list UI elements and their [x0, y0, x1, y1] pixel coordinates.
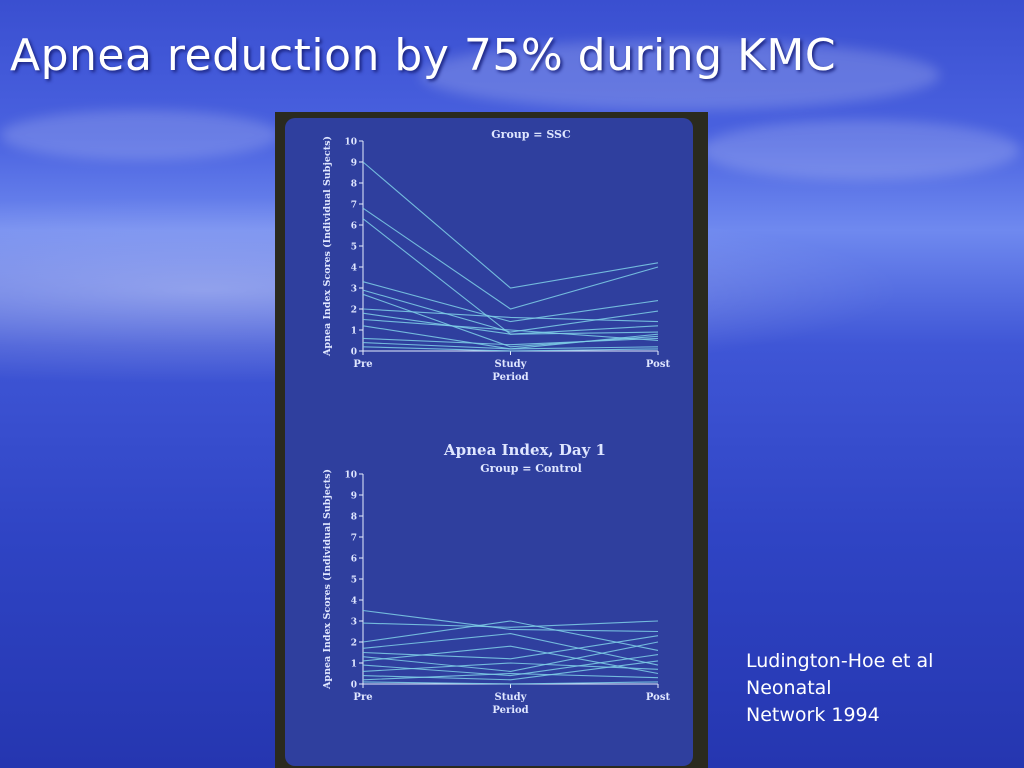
series-line	[362, 289, 659, 333]
series-line	[362, 609, 659, 633]
x-tick-label: Study	[495, 359, 528, 370]
y-axis-label: Apnea Index Scores (Individual Subjects)	[322, 469, 333, 690]
series-line	[362, 645, 659, 675]
y-tick-label: 5	[351, 243, 357, 253]
slide-title: Apnea reduction by 75% during KMC	[10, 30, 837, 81]
series-line	[362, 635, 659, 660]
chart-subtitle: Group = SSC	[491, 128, 571, 141]
x-tick-label: Post	[646, 359, 671, 370]
y-tick-label: 10	[344, 471, 357, 481]
y-tick-label: 3	[351, 285, 357, 295]
y-tick-label: 0	[351, 681, 357, 691]
y-tick-label: 5	[351, 576, 357, 586]
y-tick-label: 1	[351, 327, 357, 337]
series-line	[362, 342, 659, 350]
series-line	[362, 308, 659, 323]
y-tick-label: 6	[351, 555, 357, 565]
x-tick-label: Post	[646, 692, 671, 703]
series-line	[362, 312, 659, 335]
series-line	[362, 207, 659, 310]
y-tick-label: 2	[351, 639, 357, 649]
citation-line: Neonatal	[746, 677, 832, 699]
y-tick-label: 0	[351, 348, 357, 358]
series-line	[362, 641, 659, 672]
x-axis-label: Period	[492, 705, 528, 716]
y-tick-label: 7	[351, 534, 357, 544]
chart-control: Apnea Index, Day 1 Group = Control 0 1 2 3 4 5 6…	[322, 441, 670, 716]
x-axis-label: Period	[492, 372, 528, 383]
series-line	[362, 633, 659, 666]
series-line	[362, 662, 659, 672]
series-line	[362, 281, 659, 323]
y-tick-label: 2	[351, 306, 357, 316]
y-tick-label: 9	[351, 492, 357, 502]
x-tick-label: Pre	[353, 692, 372, 703]
series-line	[362, 318, 659, 342]
y-axis-label: Apnea Index Scores (Individual Subjects)	[322, 136, 333, 357]
series-line	[362, 672, 659, 681]
cloud-decoration	[700, 120, 1020, 180]
y-tick-label: 6	[351, 222, 357, 232]
series-line	[362, 681, 659, 685]
cloud-decoration	[0, 110, 280, 160]
y-tick-label: 8	[351, 180, 357, 190]
y-tick-label: 3	[351, 618, 357, 628]
citation: Ludington-Hoe et al Neonatal Network 199…	[746, 648, 933, 729]
y-tick-label: 8	[351, 513, 357, 523]
x-tick-label: Pre	[353, 359, 372, 370]
chart-subtitle: Group = Control	[480, 462, 582, 475]
series-line	[362, 346, 659, 352]
y-tick-label: 4	[351, 264, 357, 274]
chart-title: Apnea Index, Day 1	[443, 441, 606, 459]
y-tick-label: 7	[351, 201, 357, 211]
citation-line: Ludington-Hoe et al	[746, 650, 934, 672]
series-line	[362, 161, 659, 289]
y-tick-label: 9	[351, 159, 357, 169]
cloud-decoration	[420, 40, 940, 110]
series-line	[362, 620, 659, 628]
y-tick-label: 10	[344, 138, 357, 148]
series-line	[362, 337, 659, 346]
y-tick-label: 1	[351, 660, 357, 670]
x-tick-label: Study	[495, 692, 528, 703]
series-line	[362, 660, 659, 681]
citation-line: Network 1994	[746, 704, 880, 726]
y-tick-label: 4	[351, 597, 357, 607]
series-line	[362, 620, 659, 651]
chart-ssc: Group = SSC 0 1 2 3 4 5 6 7 8 9 10 Pre Study Post Perio…	[322, 128, 670, 383]
